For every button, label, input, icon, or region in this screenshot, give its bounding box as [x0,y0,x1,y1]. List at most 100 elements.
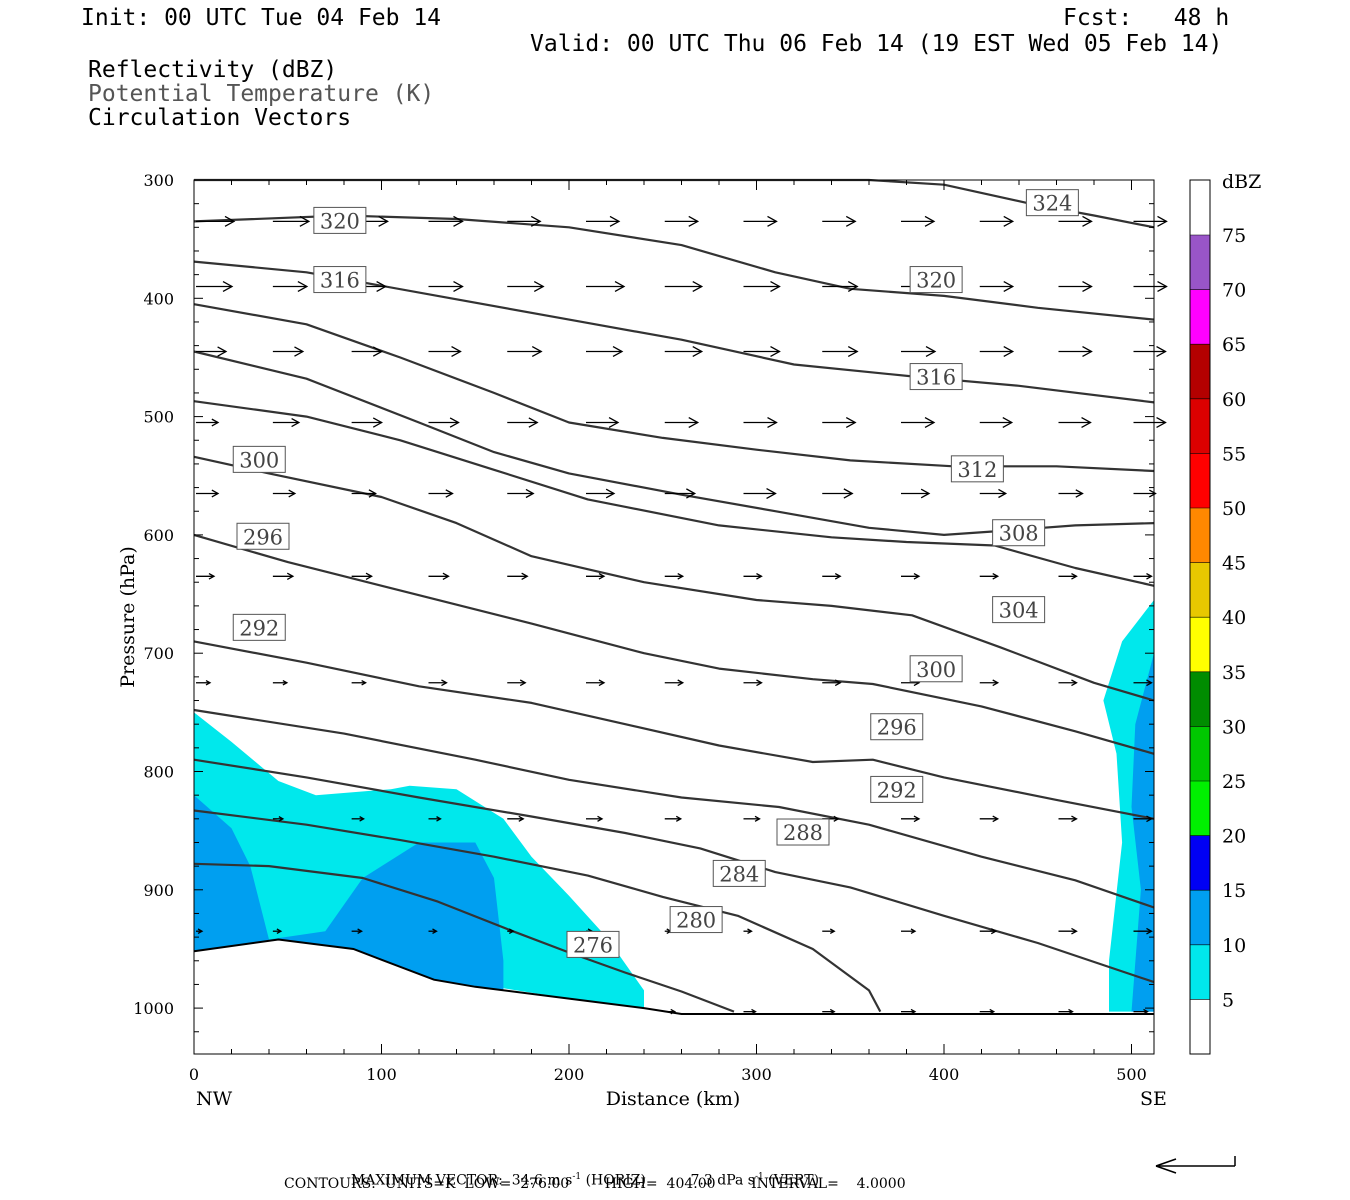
vector-head [453,215,464,227]
vector-3-4 [507,417,539,428]
vector-4-10 [979,488,1008,499]
colorbar-label-10: 10 [1222,935,1246,957]
vector-7-9 [979,815,1000,823]
vector-head [1071,927,1078,935]
vector-head [361,680,367,686]
vector-head [299,215,311,227]
vector-6-12 [1133,679,1153,687]
vector-head [1156,346,1167,358]
x-axis-label: Distance (km) [606,1088,741,1110]
vector-head [747,928,753,934]
vector-0-0 [196,215,236,227]
vector-head [525,488,535,499]
x-end-label-se: SE [1140,1088,1167,1110]
vector-5-11 [1058,572,1078,580]
vector-2-5 [586,346,624,358]
vector-head [217,346,228,357]
vector-head [834,679,842,687]
vector-4-3 [428,489,454,498]
vector-1-12 [1133,280,1168,292]
vector-6-0 [196,680,212,686]
vector-7-5 [664,815,683,822]
vector-9-6 [1133,1008,1149,1015]
terrain-line [193,938,1154,1015]
vector-head [598,679,606,687]
vector-1-0 [196,280,234,292]
vector-4-8 [822,488,854,499]
vector-head [845,416,857,429]
vector-4-11 [1058,489,1084,498]
vector-head [829,1008,836,1015]
vector-head [205,680,212,686]
vector-6-7 [743,679,763,687]
vector-head [913,572,921,580]
contour-label-288: 288 [783,821,823,845]
vector-head [614,280,626,292]
vector-3-10 [979,417,1014,429]
vector-head [278,816,285,822]
vector-head [294,346,305,357]
vector-head [222,280,234,292]
vector-head [770,280,781,292]
vector-head [365,572,373,580]
vector-head [1081,417,1092,429]
y-tick-label-500: 500 [143,408,174,427]
colorbar-bin-10 [1190,890,1210,945]
vector-6-3 [428,679,448,687]
vector-head [378,215,389,227]
theta-contour-292 [193,640,1155,820]
vector-3-1 [272,417,301,428]
colorbar-bin-50 [1190,453,1210,508]
vector-5-8 [822,572,842,580]
vector-6-6 [664,679,685,687]
vector-2-4 [507,346,543,358]
vector-head [518,815,525,822]
vector-5-6 [664,572,685,580]
vector-2-12 [1133,346,1167,358]
contour-label-box-15 [712,859,766,887]
vector-2-3 [428,346,462,358]
y-tick-label-400: 400 [143,289,174,308]
colorbar-bin-65 [1190,289,1210,345]
vector-5-10 [979,572,1000,580]
vector-head [519,679,527,687]
vector-0-4 [507,215,542,227]
vector-8-9 [901,928,917,934]
vector-head [441,679,448,687]
colorbar-bin-30 [1190,671,1210,727]
colorbar-bin-15 [1190,835,1210,891]
max-vector-line: MAXIMUM VECTOR: 34.6 m s-1 (HORIZ) 7.3 d… [342,1159,819,1188]
colorbar-label-50: 50 [1222,498,1246,520]
vector-5-3 [428,572,450,580]
vector-head [445,489,454,498]
contour-label-292: 292 [877,778,917,802]
vector-7-4 [586,815,604,822]
vector-head [688,416,700,429]
vector-6-11 [1058,679,1078,687]
colorbar-label-35: 35 [1222,662,1246,684]
x-tick-label-400: 400 [929,1065,960,1084]
colorbar-label-70: 70 [1222,280,1246,302]
vector-0-7 [743,215,778,227]
colorbar-label-45: 45 [1222,553,1246,575]
colorbar-label-15: 15 [1222,880,1246,902]
vector-head [767,215,778,227]
contour-label-304: 304 [999,599,1039,623]
theta-contour-288 [193,708,1155,909]
colorbar-label-40: 40 [1222,607,1246,629]
colorbar-bin-45 [1190,508,1210,563]
vector-3-6 [664,416,700,429]
vector-head [1075,489,1084,498]
vector-head [913,815,921,823]
colorbar-label-30: 30 [1222,716,1246,738]
vector-1-6 [664,280,704,292]
colorbar-label-5: 5 [1222,989,1234,1011]
vector-6-4 [507,679,527,687]
max-vector-label: MAXIMUM VECTOR: [350,1172,503,1189]
y-tick-label-1000: 1000 [133,999,174,1018]
vector-head [829,928,836,934]
contour-label-box-9 [992,519,1046,547]
vector-head [197,928,204,934]
vector-head [924,416,936,429]
vector-head [359,816,365,822]
